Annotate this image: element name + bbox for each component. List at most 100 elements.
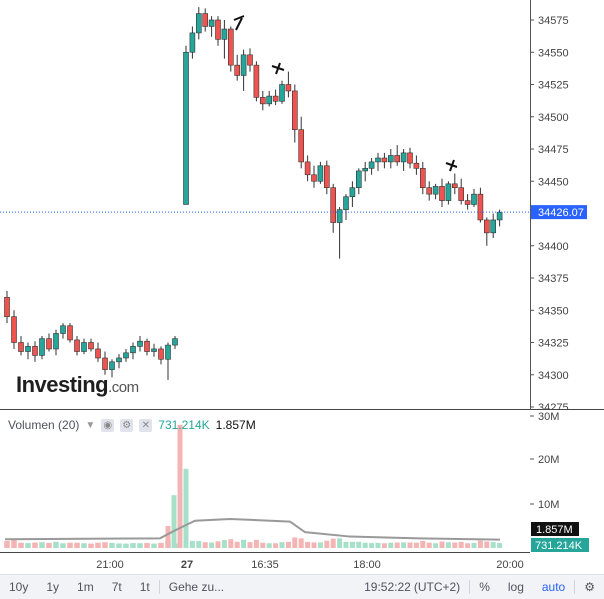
candle	[53, 329, 59, 356]
close-icon[interactable]: ✕	[139, 418, 153, 432]
eye-icon[interactable]: ◉	[101, 418, 115, 432]
candle	[4, 290, 10, 324]
candle	[74, 336, 80, 356]
volume-average-line	[4, 517, 501, 541]
candle	[336, 207, 343, 259]
volume-bar	[497, 543, 503, 548]
volume-legend-avg: 1.857M	[215, 418, 256, 432]
volume-badge-1: 1.857M	[531, 522, 579, 536]
range-1y-button[interactable]: 1y	[46, 580, 60, 594]
volume-bar	[165, 526, 171, 548]
candle	[343, 194, 349, 220]
timezone-label[interactable]: (UTC+2)	[413, 580, 461, 594]
candle	[109, 359, 115, 378]
volume-bar	[109, 542, 115, 548]
candle	[439, 178, 445, 208]
volume-bar	[426, 542, 432, 548]
clock-time: 19:52:22	[364, 580, 411, 594]
candle	[279, 80, 285, 104]
price-tick-label: 34575	[538, 15, 569, 27]
volume-bar	[177, 424, 183, 548]
volume-bar	[221, 540, 227, 548]
percent-toggle[interactable]: %	[479, 580, 490, 594]
candle	[247, 48, 253, 72]
time-label: 18:00	[353, 559, 381, 571]
volume-bar	[401, 542, 407, 548]
candle	[102, 351, 108, 375]
volume-bar	[381, 543, 387, 548]
volume-chart[interactable]: 10M 20M 30M 1.857M 731.214K	[0, 410, 604, 560]
bottom-toolbar: 10y 1y 1m 7t 1t Gehe zu... 19:52:22 (UTC…	[0, 574, 604, 599]
candle	[323, 160, 330, 195]
svg-text:34426.07: 34426.07	[538, 207, 584, 219]
range-10y-button[interactable]: 10y	[9, 580, 29, 594]
investing-logo: Investing.com	[16, 372, 139, 397]
price-tick-label: 34525	[538, 80, 569, 92]
candle	[387, 149, 394, 169]
volume-bar	[439, 541, 445, 548]
candle	[25, 342, 31, 360]
candle	[116, 354, 122, 369]
volume-bar	[18, 542, 24, 548]
annotation-marker-2	[271, 62, 285, 75]
range-1m-button[interactable]: 1m	[77, 580, 94, 594]
log-toggle[interactable]: log	[507, 580, 524, 594]
candle	[259, 90, 266, 111]
volume-bar	[95, 542, 101, 548]
candle	[381, 152, 388, 169]
candle	[419, 161, 426, 195]
range-7t-button[interactable]: 7t	[111, 580, 122, 594]
annotation-marker-3	[445, 159, 458, 172]
volume-axis: 10M 20M 30M	[530, 411, 559, 511]
candle	[60, 323, 66, 339]
volume-bar	[171, 495, 177, 548]
volume-bar	[11, 540, 17, 548]
volume-bar	[445, 542, 451, 548]
candle	[285, 71, 292, 98]
price-tick-label: 34300	[538, 370, 569, 382]
volume-bar	[413, 542, 419, 548]
auto-toggle[interactable]: auto	[541, 580, 566, 594]
candles	[4, 7, 503, 380]
candle	[215, 16, 221, 46]
chevron-down-icon[interactable]: ▼	[85, 419, 96, 431]
price-tick-label: 34475	[538, 144, 569, 156]
time-axis[interactable]: 21:00 27 16:35 18:00 20:00	[0, 552, 530, 574]
volume-bar	[189, 540, 195, 548]
candle	[202, 8, 208, 32]
gear-icon[interactable]: ⚙	[584, 580, 595, 594]
candle	[67, 323, 73, 343]
time-label: 21:00	[96, 559, 124, 571]
volume-bar	[324, 540, 330, 548]
candle	[477, 187, 484, 223]
volume-bar	[25, 543, 31, 548]
goto-date-button[interactable]: Gehe zu...	[168, 580, 225, 594]
divider	[469, 580, 471, 594]
candle	[445, 181, 452, 205]
volume-bar	[330, 538, 336, 548]
candle	[39, 336, 45, 360]
svg-text:731.214K: 731.214K	[535, 540, 583, 552]
volume-bar	[292, 537, 298, 548]
volume-bar	[477, 540, 483, 548]
volume-bar	[60, 543, 66, 548]
volume-bar	[53, 541, 59, 548]
price-chart[interactable]: 3427534300343253435034375344003442534450…	[0, 0, 604, 410]
candle	[311, 165, 317, 188]
candle	[95, 342, 101, 362]
volume-bar	[420, 540, 426, 548]
range-1t-button[interactable]: 1t	[139, 580, 150, 594]
time-label: 16:35	[251, 559, 279, 571]
gear-icon[interactable]: ⚙	[120, 418, 134, 432]
candle	[349, 181, 356, 208]
candle	[304, 155, 311, 182]
candle	[266, 90, 273, 107]
svg-text:1.857M: 1.857M	[536, 524, 573, 536]
divider	[574, 580, 576, 594]
candle	[158, 346, 164, 365]
volume-bar	[362, 542, 368, 548]
price-tick-label: 34325	[538, 338, 569, 350]
candle	[46, 333, 52, 352]
volume-bar	[433, 543, 439, 548]
price-tick-label: 34275	[538, 402, 569, 410]
